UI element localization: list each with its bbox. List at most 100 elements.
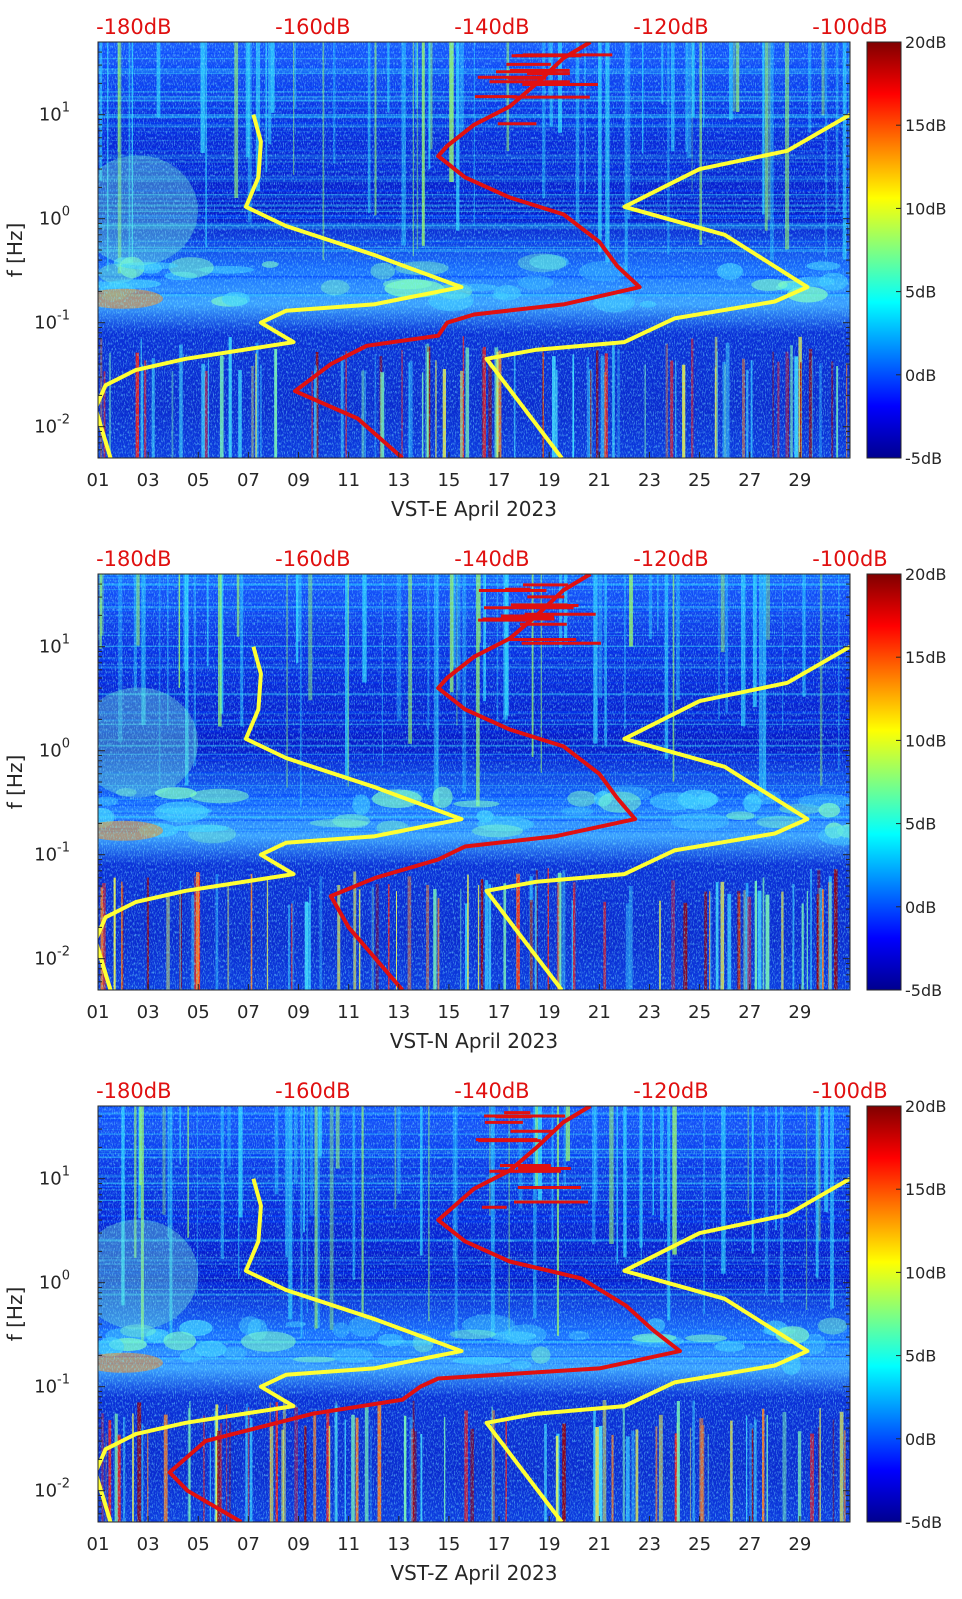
y-tick-exponent: -1: [57, 309, 70, 324]
y-tick-label: 101: [39, 101, 70, 126]
x-tick-label: 19: [538, 1534, 561, 1555]
y-tick-exponent: 1: [62, 1165, 70, 1180]
x-tick-label: 29: [788, 1002, 811, 1023]
colorbar-tick-label: 10dB: [905, 1263, 947, 1282]
y-tick-exponent: -1: [57, 1373, 70, 1388]
top-db-label: -180dB: [96, 547, 171, 571]
x-tick-label: 15: [437, 1002, 460, 1023]
top-db-label: -100dB: [812, 1079, 887, 1103]
yellow-curve-1: [98, 646, 464, 990]
y-tick-exponent: -2: [57, 413, 70, 428]
top-db-label: -160dB: [275, 547, 350, 571]
y-tick-exponent: 1: [62, 101, 70, 116]
x-tick-label: 27: [738, 1002, 761, 1023]
top-db-label: -140dB: [454, 15, 529, 39]
colorbar-tick-label: 0dB: [905, 366, 936, 385]
top-db-label: -140dB: [454, 1079, 529, 1103]
x-tick-label: 09: [287, 1002, 310, 1023]
x-tick-label: 07: [237, 470, 260, 491]
x-tick-label: 29: [788, 470, 811, 491]
yellow-curve-1: [98, 114, 464, 458]
x-tick-label: 13: [387, 1534, 410, 1555]
x-tick-label: 21: [588, 1534, 611, 1555]
x-tick-label: 27: [738, 1534, 761, 1555]
yellow-curve-1: [98, 1178, 464, 1522]
red-curve-3: [167, 1106, 682, 1522]
spectrogram-image: [98, 1106, 850, 1522]
x-axis-title: VST-Z April 2023: [390, 1561, 557, 1585]
x-tick-label: 01: [87, 1534, 110, 1555]
colorbar-tick-label: 0dB: [905, 1430, 936, 1449]
y-tick-exponent: 1: [62, 633, 70, 648]
x-tick-label: 11: [337, 1534, 360, 1555]
top-db-label: -160dB: [275, 15, 350, 39]
y-axis-title: f [Hz]: [3, 223, 27, 278]
yellow-curve-2: [484, 112, 850, 458]
x-tick-label: 05: [187, 470, 210, 491]
colorbar-tick-label: 20dB: [905, 565, 947, 584]
x-tick-label: 17: [488, 1002, 511, 1023]
x-tick-label: 25: [688, 470, 711, 491]
top-db-label: -120dB: [633, 15, 708, 39]
x-tick-label: 09: [287, 470, 310, 491]
yellow-curve-2: [484, 1176, 850, 1522]
spectrogram-panel-3: 01 03 05 07 09 11 13 15 17 19 21 23 25 27 2910-210-110…: [3, 1079, 947, 1585]
x-tick-label: 23: [638, 1534, 661, 1555]
y-tick-label: 10-2: [34, 1477, 70, 1502]
x-tick-label: 19: [538, 470, 561, 491]
x-tick-label: 13: [387, 470, 410, 491]
y-tick-exponent: -2: [57, 945, 70, 960]
colorbar-tick-label: 15dB: [905, 116, 947, 135]
top-db-label: -120dB: [633, 547, 708, 571]
y-tick-label: 100: [39, 205, 70, 230]
y-tick-label: 101: [39, 633, 70, 658]
y-tick-label: 10-1: [34, 841, 70, 866]
x-tick-label: 05: [187, 1002, 210, 1023]
y-axis-title: f [Hz]: [3, 1287, 27, 1342]
y-tick-label: 100: [39, 737, 70, 762]
x-tick-label: 15: [437, 1534, 460, 1555]
colorbar-tick-label: 20dB: [905, 33, 947, 52]
colorbar-tick-label: -5dB: [905, 981, 942, 1000]
x-tick-label: 25: [688, 1534, 711, 1555]
x-tick-label: 17: [488, 1534, 511, 1555]
colorbar-tick-label: 0dB: [905, 898, 936, 917]
red-curve-3: [293, 42, 642, 458]
x-tick-label: 01: [87, 470, 110, 491]
y-tick-label: 10-1: [34, 309, 70, 334]
x-tick-label: 07: [237, 1534, 260, 1555]
colorbar-tick-label: 5dB: [905, 283, 936, 302]
y-tick-label: 10-2: [34, 945, 70, 970]
y-tick-exponent: -2: [57, 1477, 70, 1492]
top-db-label: -100dB: [812, 15, 887, 39]
x-tick-label: 23: [638, 1002, 661, 1023]
x-tick-label: 11: [337, 1002, 360, 1023]
x-tick-label: 13: [387, 1002, 410, 1023]
top-db-label: -160dB: [275, 1079, 350, 1103]
x-tick-label: 25: [688, 1002, 711, 1023]
spectrogram-panel-1: 01 03 05 07 09 11 13 15 17 19 21 23 25 27 2910-210-110…: [3, 15, 947, 521]
y-tick-label: 10-1: [34, 1373, 70, 1398]
x-tick-label: 21: [588, 1002, 611, 1023]
top-db-label: -100dB: [812, 547, 887, 571]
yellow-curve-2: [484, 644, 850, 990]
x-tick-label: 09: [287, 1534, 310, 1555]
x-tick-label: 17: [488, 470, 511, 491]
y-tick-label: 10-2: [34, 413, 70, 438]
x-tick-label: 19: [538, 1002, 561, 1023]
colorbar: 20dB 15dB 10dB 5dB 0dB -5dB: [866, 1097, 947, 1532]
y-tick-exponent: -1: [57, 841, 70, 856]
colorbar-tick-label: 5dB: [905, 815, 936, 834]
x-tick-label: 03: [137, 1534, 160, 1555]
x-tick-label: 21: [588, 470, 611, 491]
x-tick-label: 23: [638, 470, 661, 491]
colorbar-tick-label: -5dB: [905, 449, 942, 468]
colorbar-tick-label: 10dB: [905, 731, 947, 750]
x-axis-title: VST-E April 2023: [391, 497, 557, 521]
colorbar-tick-label: 15dB: [905, 1180, 947, 1199]
x-tick-label: 03: [137, 1002, 160, 1023]
x-tick-label: 01: [87, 1002, 110, 1023]
x-tick-label: 27: [738, 470, 761, 491]
colorbar-tick-label: 15dB: [905, 648, 947, 667]
